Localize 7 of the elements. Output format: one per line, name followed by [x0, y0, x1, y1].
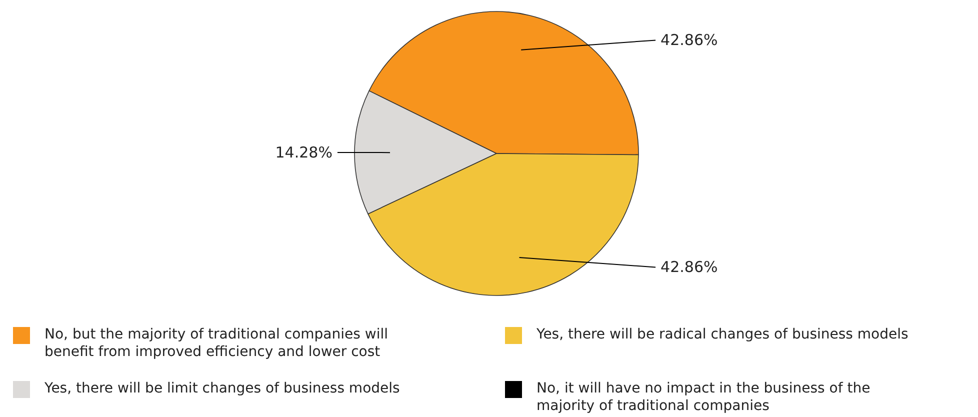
data-label: 42.86%: [660, 258, 718, 276]
legend-label: Yes, there will be limit changes of business models: [44, 380, 400, 396]
legend-label: No, it will have no impact in the business of the majority of traditional companies: [536, 380, 870, 414]
data-label: 42.86%: [660, 31, 718, 50]
legend-label: No, but the majority of traditional companies will benefit from improved efficiency and lower cost: [44, 326, 388, 360]
data-label: 14.28%: [275, 143, 332, 162]
legend-label: Yes, there will be radical changes of business models: [536, 326, 908, 342]
